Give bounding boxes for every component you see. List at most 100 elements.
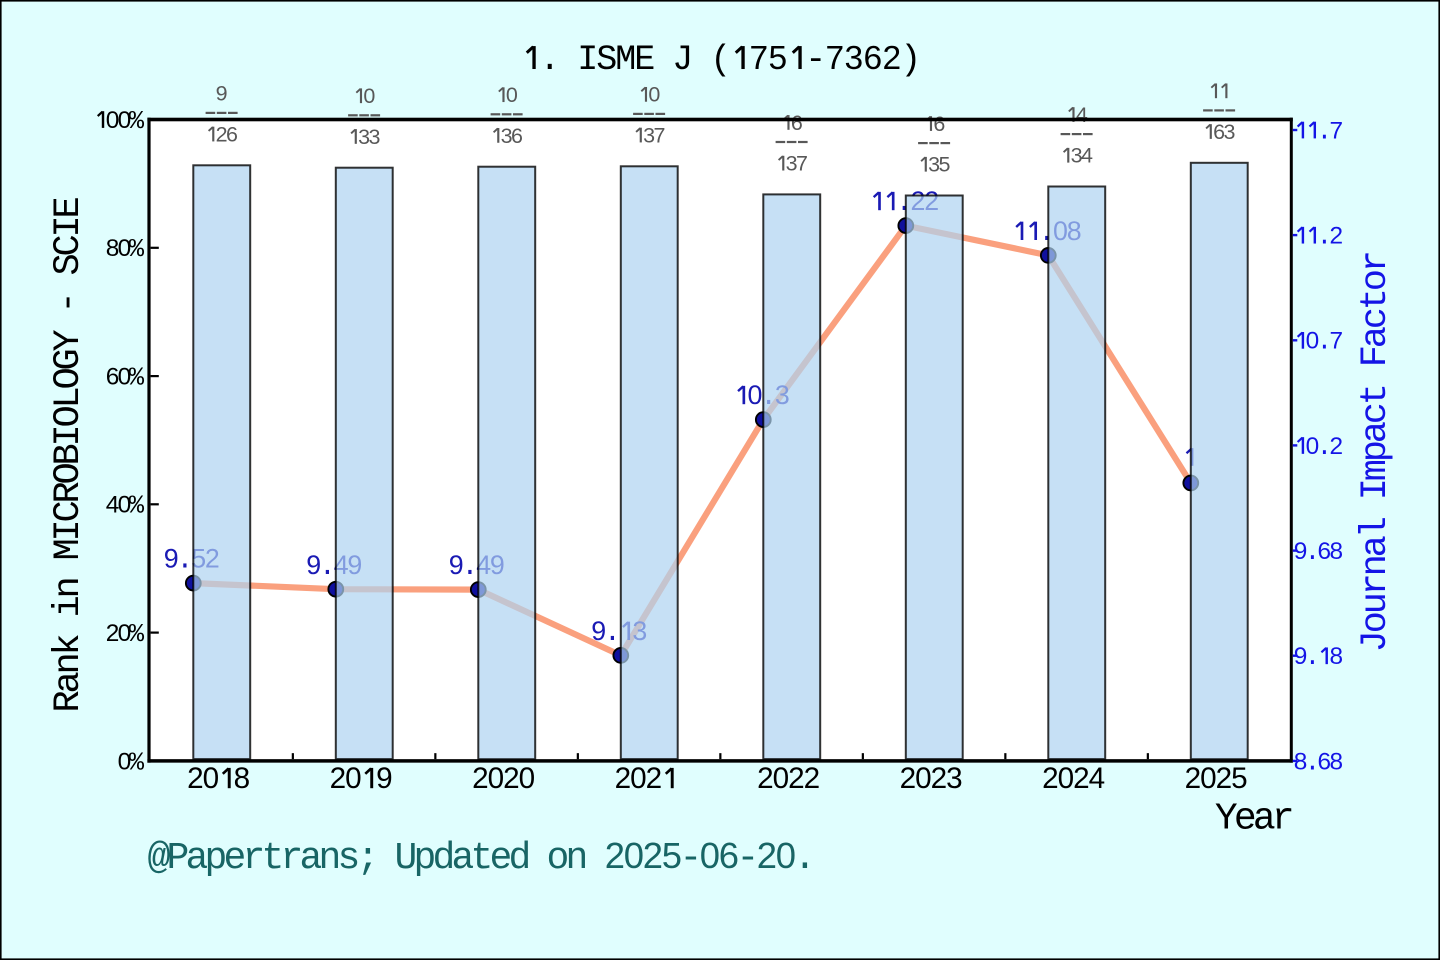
- svg-text:.: .: [319, 552, 336, 583]
- svg-text:3: 3: [369, 125, 381, 149]
- svg-text:0: 0: [488, 762, 505, 795]
- svg-text:t: t: [470, 837, 493, 880]
- svg-text:J: J: [672, 40, 693, 80]
- svg-text:2: 2: [900, 762, 917, 795]
- svg-text:0: 0: [630, 762, 647, 795]
- svg-text:.: .: [1317, 223, 1332, 252]
- svg-text:3: 3: [1071, 144, 1083, 168]
- svg-text:7: 7: [749, 40, 768, 77]
- svg-text:.: .: [1305, 643, 1320, 672]
- svg-text:3: 3: [643, 123, 655, 147]
- svg-text:-: -: [736, 837, 759, 880]
- svg-text:9: 9: [1294, 538, 1308, 565]
- svg-text:4: 4: [1089, 762, 1106, 795]
- svg-text:2: 2: [882, 40, 901, 77]
- svg-text:0: 0: [118, 107, 132, 134]
- svg-text:Rank in MICROBIOLOGY - SCIE: Rank in MICROBIOLOGY - SCIE: [48, 197, 90, 712]
- svg-text:%: %: [129, 492, 145, 521]
- svg-text:4: 4: [106, 492, 120, 519]
- svg-text:6: 6: [863, 40, 882, 77]
- svg-text:M: M: [615, 40, 636, 80]
- svg-text:6: 6: [1213, 120, 1225, 144]
- svg-text:7: 7: [654, 123, 666, 147]
- svg-text:p: p: [204, 837, 227, 880]
- svg-text:2: 2: [788, 762, 805, 795]
- svg-text:0: 0: [1306, 433, 1320, 460]
- svg-text:%: %: [129, 620, 145, 649]
- svg-text:0: 0: [106, 107, 120, 134]
- svg-text:0: 0: [747, 380, 762, 410]
- svg-text:Journal Impact Factor: Journal Impact Factor: [1355, 253, 1397, 652]
- svg-text:8: 8: [1329, 748, 1343, 775]
- svg-text:2: 2: [757, 762, 774, 795]
- svg-text:7: 7: [796, 152, 808, 176]
- svg-text:2: 2: [472, 762, 489, 795]
- svg-text:r: r: [280, 837, 303, 880]
- svg-text:.: .: [539, 40, 560, 80]
- svg-text:2: 2: [615, 762, 632, 795]
- svg-text:): ): [900, 40, 921, 80]
- svg-text:9: 9: [591, 616, 606, 646]
- svg-text:5: 5: [939, 153, 951, 177]
- svg-text:@: @: [147, 837, 170, 880]
- svg-text:0: 0: [118, 748, 132, 775]
- svg-text:d: d: [432, 837, 455, 880]
- svg-text:.: .: [1305, 538, 1320, 567]
- svg-text:;: ;: [356, 837, 379, 880]
- svg-text:3: 3: [844, 40, 863, 77]
- svg-text:3: 3: [928, 153, 940, 177]
- svg-text:3: 3: [358, 125, 370, 149]
- svg-text:0: 0: [773, 762, 790, 795]
- svg-text:0: 0: [203, 762, 220, 795]
- svg-text:8: 8: [106, 235, 120, 262]
- svg-text:0: 0: [118, 363, 132, 390]
- svg-text:a: a: [185, 837, 208, 880]
- svg-text:8: 8: [1329, 643, 1343, 670]
- svg-text:0: 0: [700, 835, 720, 876]
- svg-text:0: 0: [624, 835, 644, 876]
- svg-text:I: I: [577, 40, 598, 80]
- svg-text:2: 2: [804, 762, 821, 795]
- svg-text:d: d: [508, 837, 531, 880]
- svg-text:0: 0: [118, 235, 132, 262]
- svg-text:2: 2: [646, 762, 663, 795]
- svg-text:.: .: [1317, 328, 1332, 357]
- svg-text:0: 0: [776, 835, 796, 876]
- svg-text:%: %: [129, 235, 145, 264]
- svg-text:%: %: [129, 363, 145, 392]
- svg-text:7: 7: [1329, 117, 1343, 144]
- svg-text:0: 0: [118, 492, 132, 519]
- svg-text:0: 0: [1200, 762, 1217, 795]
- svg-text:8: 8: [1294, 748, 1308, 775]
- svg-text:e: e: [223, 837, 246, 880]
- svg-text:3: 3: [1224, 120, 1236, 144]
- svg-text:6: 6: [1318, 748, 1332, 775]
- svg-text:9: 9: [216, 82, 228, 106]
- svg-text:5: 5: [662, 835, 682, 876]
- svg-text:.: .: [604, 618, 621, 649]
- svg-text:0: 0: [118, 620, 132, 647]
- svg-text:9: 9: [376, 762, 393, 795]
- svg-text:9: 9: [449, 550, 464, 580]
- svg-text:-: -: [679, 837, 702, 880]
- svg-text:9: 9: [164, 544, 179, 574]
- svg-text:2: 2: [757, 835, 777, 876]
- svg-text:6: 6: [719, 835, 739, 876]
- svg-text:3: 3: [946, 762, 963, 795]
- svg-text:2: 2: [187, 762, 204, 795]
- svg-text:o: o: [546, 837, 569, 880]
- svg-text:4: 4: [1081, 144, 1093, 168]
- svg-text:%: %: [129, 107, 145, 136]
- svg-text:6: 6: [933, 112, 945, 136]
- svg-text:2: 2: [106, 620, 120, 647]
- svg-text:p: p: [413, 837, 436, 880]
- svg-text:6: 6: [226, 122, 238, 146]
- svg-text:8: 8: [1329, 538, 1343, 565]
- svg-text:a: a: [451, 837, 474, 880]
- svg-text:6: 6: [106, 363, 120, 390]
- svg-text:U: U: [394, 837, 417, 880]
- svg-text:0: 0: [363, 84, 375, 108]
- svg-text:S: S: [596, 40, 617, 80]
- svg-text:.: .: [1305, 748, 1320, 777]
- svg-text:5: 5: [1231, 762, 1248, 795]
